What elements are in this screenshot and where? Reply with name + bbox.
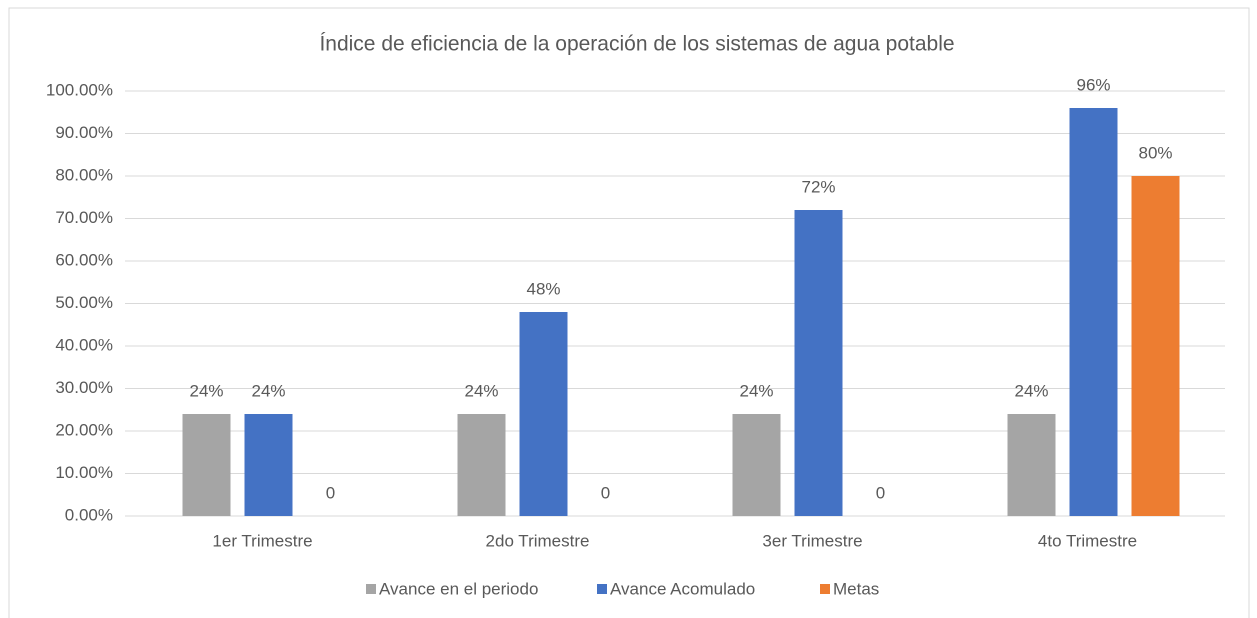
y-tick-label: 20.00%	[55, 420, 113, 439]
data-label: 0	[326, 483, 335, 502]
x-tick-label: 4to Trimestre	[1038, 531, 1137, 550]
y-tick-label: 90.00%	[55, 123, 113, 142]
y-tick-label: 40.00%	[55, 335, 113, 354]
legend-swatch	[366, 584, 376, 594]
x-tick-label: 3er Trimestre	[762, 531, 862, 550]
y-tick-label: 0.00%	[65, 505, 113, 524]
y-tick-label: 30.00%	[55, 378, 113, 397]
legend-label: Avance Acomulado	[610, 579, 755, 598]
bar	[244, 414, 293, 516]
y-tick-label: 60.00%	[55, 250, 113, 269]
y-tick-label: 10.00%	[55, 463, 113, 482]
data-label: 24%	[251, 381, 285, 400]
y-tick-label: 50.00%	[55, 293, 113, 312]
data-label: 24%	[739, 381, 773, 400]
data-label: 96%	[1076, 75, 1110, 94]
x-tick-label: 1er Trimestre	[212, 531, 312, 550]
x-tick-label: 2do Trimestre	[486, 531, 590, 550]
data-label: 24%	[189, 381, 223, 400]
data-label: 80%	[1138, 143, 1172, 162]
data-label: 24%	[464, 381, 498, 400]
legend-swatch	[597, 584, 607, 594]
bar	[182, 414, 231, 516]
data-label: 0	[876, 483, 885, 502]
y-tick-label: 70.00%	[55, 208, 113, 227]
data-label: 24%	[1014, 381, 1048, 400]
bar	[519, 312, 568, 516]
data-label: 48%	[526, 279, 560, 298]
chart-frame	[8, 7, 1250, 618]
chart-title: Índice de eficiencia de la operación de …	[319, 33, 954, 56]
bar	[457, 414, 506, 516]
legend-swatch	[820, 584, 830, 594]
data-label: 0	[601, 483, 610, 502]
legend-label: Avance en el periodo	[379, 579, 538, 598]
y-tick-label: 80.00%	[55, 165, 113, 184]
bar	[794, 210, 843, 516]
y-tick-label: 100.00%	[46, 80, 113, 99]
legend-label: Metas	[833, 579, 879, 598]
bar	[1069, 108, 1118, 516]
bar	[1007, 414, 1056, 516]
data-label: 72%	[801, 177, 835, 196]
bar	[732, 414, 781, 516]
bar	[1131, 176, 1180, 516]
